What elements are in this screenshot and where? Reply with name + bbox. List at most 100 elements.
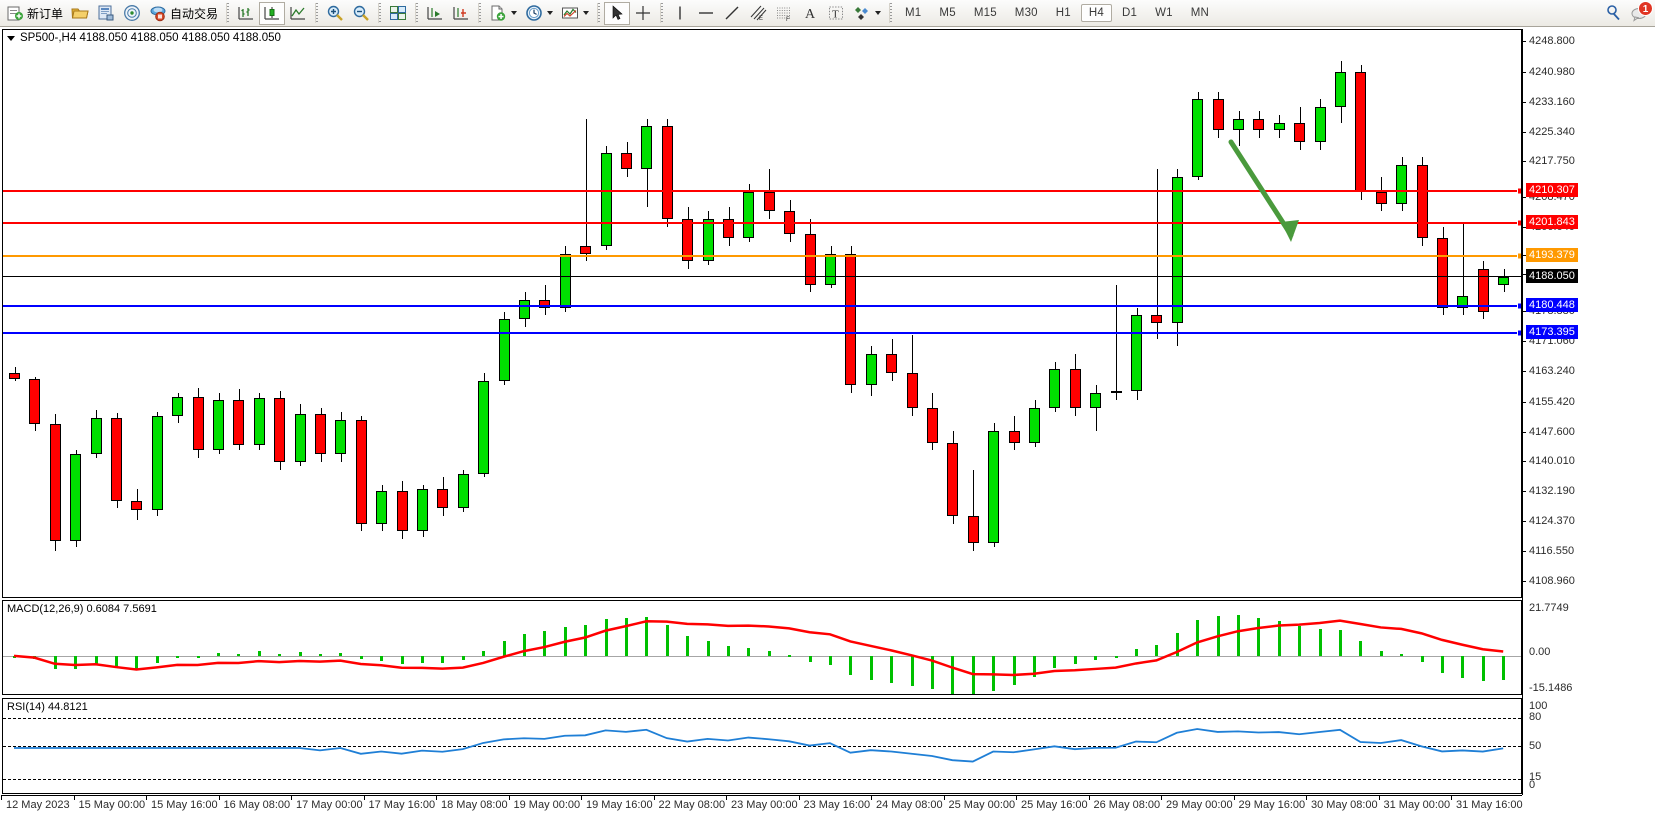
level-handle[interactable] [1517,329,1521,337]
text-label-button[interactable]: T [823,2,849,25]
price-tag-pivot[interactable]: 4193.379 [1526,248,1578,263]
macd-histogram-bar [360,655,363,660]
candle-body [865,354,877,385]
period-button[interactable] [521,2,557,25]
time-axis[interactable]: 12 May 2023 15 May 00:00 15 May 16:00 16 Ma… [1,795,1523,815]
fibonacci-icon: F [775,4,793,22]
chart-shift-button[interactable] [422,2,448,25]
resistance-line-2[interactable] [3,219,1521,227]
svg-text:T: T [832,9,839,21]
chart-menu-caret-icon[interactable] [7,35,15,41]
new-order-button[interactable]: 新订单 [2,2,67,25]
candle-body [437,489,449,509]
macd-histogram-bar [1013,655,1016,685]
macd-panel[interactable]: MACD(12,26,9) 0.6084 7.5691 [2,600,1522,695]
equidistant-channel-button[interactable]: E [745,2,771,25]
add-indicator-button[interactable] [485,2,521,25]
timeframe-w1[interactable]: W1 [1155,7,1173,19]
templates-icon [561,4,579,22]
time-axis-label: 29 May 16:00 [1238,799,1306,811]
price-chart-panel[interactable]: SP500-,H4 4188.050 4188.050 4188.050 418… [2,29,1522,598]
expert-advisor-icon [149,4,167,22]
candle-body [825,253,836,285]
level-handle[interactable] [1517,219,1521,227]
text-label-icon: T [827,4,845,22]
zoom-in-button[interactable] [322,2,348,25]
line-chart-icon [289,4,307,22]
trendline-button[interactable] [719,2,745,25]
time-axis-label: 30 May 08:00 [1311,799,1378,811]
axis-tick [1522,227,1526,229]
level-handle[interactable] [1517,187,1521,195]
macd-histogram-bar [1339,630,1342,656]
timeframe-h4[interactable]: H4 [1080,4,1112,22]
timeframe-m30[interactable]: M30 [1014,7,1038,19]
resistance-line-1[interactable] [3,187,1521,195]
level-handle[interactable] [1517,302,1521,310]
search-button[interactable] [1601,2,1627,25]
text-button[interactable]: A [797,2,823,25]
candle-body [417,489,428,532]
timeframe-h1[interactable]: H1 [1055,7,1071,19]
chevron-down-icon[interactable] [875,11,882,15]
timeframe-d1[interactable]: D1 [1122,7,1138,19]
axis-tick-label: 4240.980 [1529,65,1575,78]
axis-tick [1522,341,1526,343]
rsi-panel[interactable]: RSI(14) 44.8121 [2,698,1522,794]
price-tag-resistance[interactable]: 4210.307 [1526,182,1578,197]
horizontal-line-button[interactable] [693,2,719,25]
bar-chart-button[interactable] [233,2,259,25]
axis-tick [1522,521,1526,523]
support-line-1[interactable] [3,302,1521,310]
candle-wick [1463,222,1464,316]
templates-button[interactable] [557,2,593,25]
price-tag-support[interactable]: 4180.448 [1526,297,1578,312]
price-tag-resistance[interactable]: 4201.843 [1526,215,1578,230]
price-tag-last-price[interactable]: 4188.050 [1526,268,1578,283]
market-watch-button[interactable] [119,2,145,25]
notifications-button[interactable]: 1 [1627,1,1653,24]
crosshair-button[interactable] [630,2,656,25]
candlestick-chart-button[interactable] [259,1,286,25]
time-tick [1161,795,1162,800]
shapes-button[interactable] [849,2,885,25]
level-handle[interactable] [1517,252,1521,260]
price-axis[interactable]: 4248.800 4240.980 4233.160 4225.340 4217.750… [1522,29,1655,795]
zoom-out-button[interactable] [348,2,374,25]
axis-tick [1522,491,1526,493]
cursor-button[interactable] [604,1,631,25]
macd-histogram-bar [707,640,710,656]
fibonacci-button[interactable]: F [771,2,797,25]
candle-wick [1116,284,1117,401]
chevron-down-icon[interactable] [547,11,554,15]
candlestick-series [3,30,1521,597]
timeframe-m1[interactable]: M1 [905,7,922,19]
support-line-2[interactable] [3,329,1521,337]
timeframe-mn[interactable]: MN [1190,7,1210,19]
macd-histogram-bar [605,618,608,656]
rsi-level-15 [3,778,1521,780]
tile-windows-button[interactable] [385,2,411,25]
candle-body [947,442,959,516]
candle-body [131,500,143,511]
timeframe-m5[interactable]: M5 [939,7,956,19]
profiles-button[interactable] [93,2,119,25]
axis-tick [1522,431,1526,433]
auto-scroll-button[interactable] [448,2,474,25]
chevron-down-icon[interactable] [583,11,590,15]
candle-body [519,300,530,320]
timeframe-m15[interactable]: M15 [973,7,997,19]
chart-workspace[interactable]: SP500-,H4 4188.050 4188.050 4188.050 418… [0,27,1655,830]
pivot-line[interactable] [3,252,1521,260]
autotrading-label: 自动交易 [170,6,219,21]
macd-histogram-bar [1115,655,1118,658]
price-tag-support[interactable]: 4173.395 [1526,325,1578,340]
autotrading-button[interactable]: 自动交易 [145,2,222,25]
open-profile-button[interactable] [67,2,93,25]
time-tick [1,795,2,800]
time-tick [1233,795,1235,800]
line-chart-button[interactable] [285,2,311,25]
chevron-down-icon[interactable] [511,11,518,15]
vertical-line-button[interactable] [667,2,693,25]
macd-histogram-bar [319,653,322,656]
